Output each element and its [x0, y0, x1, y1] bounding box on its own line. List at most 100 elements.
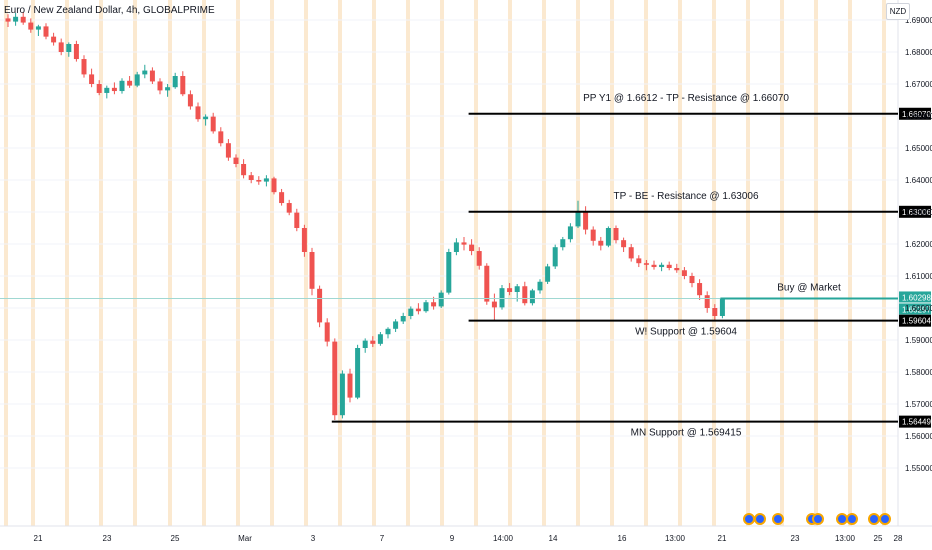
candle-body	[51, 36, 57, 43]
candle-body	[431, 302, 437, 307]
candle-body	[613, 228, 619, 241]
price-tag-text: 1.63006	[902, 208, 931, 217]
candle	[370, 336, 376, 348]
candle	[415, 303, 421, 315]
event-icon[interactable]	[836, 513, 848, 525]
candle	[294, 208, 300, 232]
candle	[241, 159, 247, 179]
event-icon[interactable]	[772, 513, 784, 525]
candle-body	[560, 239, 566, 248]
candle-body	[651, 264, 657, 268]
candle-body	[567, 226, 573, 240]
candle-body	[507, 288, 513, 292]
candle	[180, 71, 186, 97]
tp-be-price-tag: 1.63006	[899, 205, 931, 218]
candle-body	[522, 286, 528, 304]
time-axis: 21 23 25 Mar 3 7 9 14:00 14 16 13:00 21 23 13:00 25 28	[34, 534, 903, 543]
candle	[621, 237, 627, 252]
mn-support-price-tag: 1.56449	[899, 415, 931, 428]
candle	[400, 312, 406, 324]
x-tick-label: 21	[34, 534, 43, 543]
candle-body	[514, 286, 520, 292]
candle-body	[225, 143, 231, 158]
candle	[446, 248, 452, 295]
candle	[704, 291, 710, 313]
candle-body	[605, 228, 611, 246]
currency-badge[interactable]: NZD	[886, 3, 910, 20]
y-tick-label: 1.63000	[905, 208, 932, 217]
candle	[537, 279, 543, 294]
candle	[73, 40, 79, 62]
candle-body	[347, 373, 353, 398]
session-band	[202, 0, 206, 526]
session-band	[406, 0, 410, 526]
candle-body	[659, 264, 665, 268]
pp-y1-label: PP Y1 @ 1.6612 - TP - Resistance @ 1.660…	[583, 93, 789, 104]
candle	[605, 226, 611, 248]
session-band	[678, 0, 682, 526]
session-band	[814, 0, 818, 526]
y-tick-label: 1.55000	[905, 464, 932, 473]
session-band	[712, 0, 716, 526]
x-tick-label: 28	[894, 534, 903, 543]
candle-body	[476, 251, 482, 266]
candle-body	[20, 16, 26, 23]
candle-body	[134, 74, 140, 86]
candle-body	[545, 266, 551, 282]
candle	[35, 24, 41, 36]
x-tick-label: Mar	[238, 534, 252, 543]
event-icon[interactable]	[754, 513, 766, 525]
candle-body	[423, 302, 429, 312]
x-tick-label: 25	[874, 534, 883, 543]
x-tick-label: 3	[311, 534, 316, 543]
event-icon[interactable]	[743, 513, 755, 525]
x-tick-label: 13:00	[835, 534, 856, 543]
event-icon[interactable]	[846, 513, 858, 525]
w1-support-price-tag: 1.59604	[899, 314, 931, 327]
candle	[643, 260, 649, 271]
session-band	[780, 0, 784, 526]
candle-body	[415, 308, 421, 312]
candle-body	[621, 240, 627, 248]
x-tick-label: 25	[171, 534, 180, 543]
y-tick-label: 1.67000	[905, 80, 932, 89]
session-band	[270, 0, 274, 526]
candle-body	[385, 328, 391, 335]
y-tick-label: 1.56000	[905, 432, 932, 441]
level-lines: PP Y1 @ 1.6612 - TP - Resistance @ 1.660…	[0, 93, 931, 439]
candle	[659, 262, 665, 272]
y-tick-label: 1.60000	[905, 304, 932, 313]
candle-body	[35, 26, 41, 30]
candle	[476, 247, 482, 270]
x-tick-label: 9	[450, 534, 455, 543]
candle	[271, 176, 277, 195]
event-icon[interactable]	[812, 513, 824, 525]
candle	[628, 244, 634, 262]
y-tick-label: 1.68000	[905, 48, 932, 57]
candle	[142, 64, 148, 79]
candle-body	[43, 26, 49, 37]
candle-body	[73, 44, 79, 60]
event-icon[interactable]	[868, 513, 880, 525]
candle-body	[537, 281, 543, 291]
session-bands	[4, 0, 886, 526]
candle	[127, 76, 133, 88]
candle-body	[172, 76, 178, 88]
candle-body	[195, 106, 201, 120]
price-tag-bg	[899, 291, 931, 303]
candle	[681, 267, 687, 280]
candle	[13, 12, 19, 26]
y-tick-label: 1.65000	[905, 144, 932, 153]
candle	[362, 338, 368, 353]
candle	[165, 84, 171, 97]
candle	[317, 285, 323, 328]
event-icon[interactable]	[879, 513, 891, 525]
candle-body	[233, 157, 239, 164]
session-band	[338, 0, 342, 526]
candle-body	[583, 212, 589, 230]
candle-body	[203, 116, 209, 120]
candle	[438, 290, 444, 308]
candle-body	[704, 295, 710, 308]
candle-body	[301, 228, 307, 252]
